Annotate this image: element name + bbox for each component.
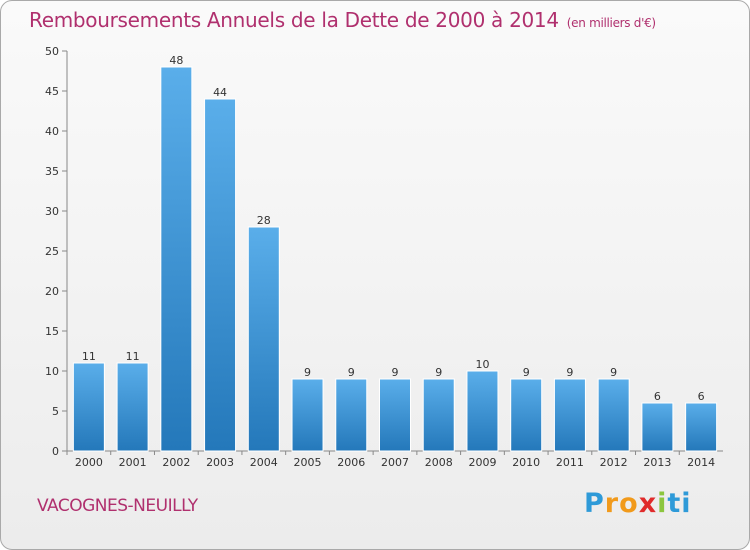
y-tick-label: 5 <box>52 405 59 418</box>
logo-letter: P <box>584 488 605 519</box>
y-tick-label: 50 <box>45 45 59 58</box>
bar-value-label: 11 <box>126 350 140 363</box>
logo-letter: r <box>604 488 620 519</box>
bar-value-label: 44 <box>213 86 227 99</box>
bar <box>291 378 324 452</box>
logo-letter: x <box>638 488 658 519</box>
x-tick-label: 2007 <box>381 456 409 469</box>
bar <box>553 378 586 452</box>
x-tick-label: 2011 <box>556 456 584 469</box>
x-tick-label: 2012 <box>600 456 628 469</box>
bar <box>422 378 455 452</box>
bar-value-label: 48 <box>169 54 183 67</box>
bars: 11 2000 11 2001 48 2002 44 2003 28 2004 9 2005 9 2006… <box>66 54 718 469</box>
bar-value-label: 9 <box>392 366 399 379</box>
y-tick-label: 35 <box>45 165 59 178</box>
proxiti-logo: Proxiti <box>584 488 692 519</box>
bar <box>466 370 499 452</box>
x-tick-label: 2001 <box>119 456 147 469</box>
bar-value-label: 28 <box>257 214 271 227</box>
bar <box>510 378 543 452</box>
y-tick-label: 25 <box>45 245 59 258</box>
bar <box>160 66 193 452</box>
bar-value-label: 6 <box>698 390 705 403</box>
commune-name: VACOGNES-NEUILLY <box>37 496 198 516</box>
x-tick-label: 2004 <box>250 456 278 469</box>
bar-value-label: 6 <box>654 390 661 403</box>
y-tick-label: 0 <box>52 445 59 458</box>
x-tick-label: 2014 <box>687 456 715 469</box>
bar <box>597 378 630 452</box>
x-tick-label: 2009 <box>468 456 496 469</box>
y-tick-label: 30 <box>45 205 59 218</box>
bar <box>72 362 105 452</box>
bar-value-label: 10 <box>475 358 489 371</box>
x-tick-label: 2010 <box>512 456 540 469</box>
bar-value-label: 9 <box>435 366 442 379</box>
x-tick-label: 2000 <box>75 456 103 469</box>
bar <box>379 378 411 452</box>
x-tick-label: 2003 <box>206 456 234 469</box>
chart-title: Remboursements Annuels de la Dette de 20… <box>29 8 656 32</box>
logo-letter: o <box>619 488 639 519</box>
bar <box>335 378 368 452</box>
y-tick-label: 45 <box>45 85 59 98</box>
y-tick-label: 15 <box>45 325 59 338</box>
y-tick-label: 20 <box>45 285 59 298</box>
x-tick-label: 2013 <box>643 456 671 469</box>
x-tick-label: 2002 <box>162 456 190 469</box>
logo-letter: i <box>657 488 668 519</box>
bar <box>685 402 718 452</box>
chart-title-unit: (en milliers d'€) <box>566 16 656 30</box>
bar-value-label: 9 <box>566 366 573 379</box>
y-tick-label: 10 <box>45 365 59 378</box>
x-tick-label: 2005 <box>294 456 322 469</box>
bar-value-label: 11 <box>82 350 96 363</box>
bar-value-label: 9 <box>348 366 355 379</box>
bar <box>116 362 149 452</box>
bar-value-label: 9 <box>304 366 311 379</box>
chart-title-text: Remboursements Annuels de la Dette de 20… <box>29 8 559 32</box>
x-tick-label: 2006 <box>337 456 365 469</box>
y-tick-label: 40 <box>45 125 59 138</box>
logo-letter: ti <box>667 488 692 519</box>
bar-value-label: 9 <box>610 366 617 379</box>
bar <box>641 402 674 452</box>
bar <box>204 98 237 452</box>
x-tick-label: 2008 <box>425 456 453 469</box>
bar-value-label: 9 <box>523 366 530 379</box>
bar <box>247 226 280 452</box>
